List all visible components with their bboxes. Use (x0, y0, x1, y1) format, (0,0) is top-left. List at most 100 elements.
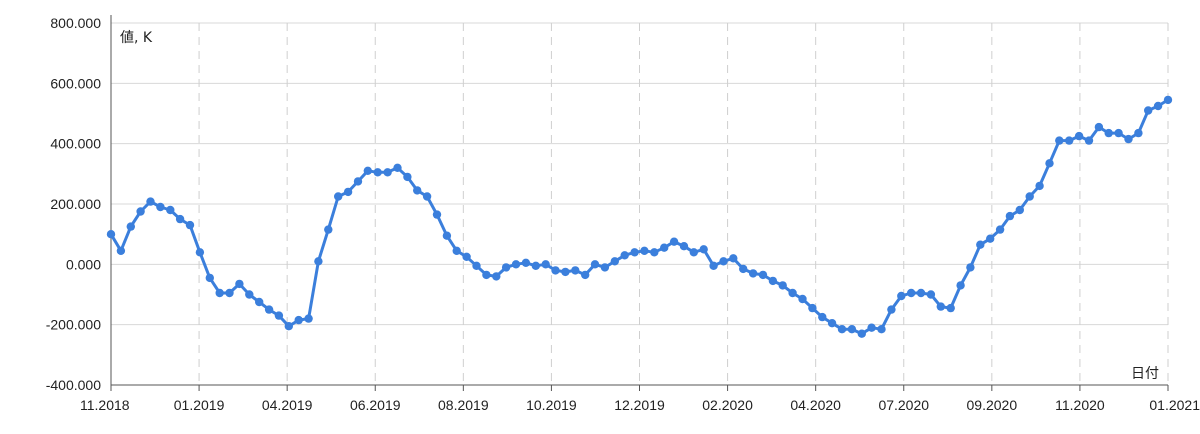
y-tick-label: 200.000 (50, 196, 101, 212)
data-point (136, 207, 145, 216)
data-point (284, 322, 293, 331)
data-point (926, 290, 936, 299)
data-point (818, 312, 827, 322)
y-tick-label: 400.000 (50, 136, 101, 152)
data-point (986, 234, 995, 243)
data-point (324, 225, 333, 234)
data-point (255, 297, 264, 307)
x-tick-label: 01.2019 (174, 397, 225, 413)
data-point (660, 243, 669, 252)
x-tick-label: 08.2019 (438, 397, 489, 413)
data-point (907, 288, 916, 298)
data-point (887, 305, 896, 314)
y-axis-label: 値, K (120, 30, 153, 46)
data-point (363, 166, 372, 175)
data-point (650, 248, 659, 257)
data-point (274, 311, 284, 320)
data-point (126, 222, 135, 231)
data-point (314, 257, 323, 266)
data-point (294, 315, 303, 325)
data-point (916, 288, 926, 298)
data-point (334, 192, 343, 201)
data-point (156, 202, 165, 212)
data-point (383, 168, 392, 177)
data-point (442, 231, 452, 240)
data-point (600, 263, 610, 272)
data-point (185, 220, 195, 230)
data-point (571, 266, 580, 275)
data-point (976, 240, 985, 249)
data-point (106, 230, 116, 239)
data-point (353, 177, 363, 186)
data-point (1153, 101, 1163, 111)
data-point (146, 197, 155, 206)
data-point (946, 303, 955, 313)
data-point (541, 260, 550, 269)
data-point (1124, 134, 1133, 144)
axes (110, 15, 1169, 391)
y-tick-label: 600.000 (50, 75, 101, 91)
y-tick-label: 800.000 (50, 15, 101, 31)
series-layer (106, 95, 1173, 338)
x-tick-label: 02.2020 (702, 397, 753, 413)
data-point (561, 267, 570, 277)
data-point (1144, 106, 1153, 115)
data-point (175, 214, 185, 224)
data-point (1134, 128, 1143, 138)
data-point (304, 314, 313, 323)
data-point (373, 168, 382, 177)
data-point (689, 248, 698, 257)
data-point (897, 291, 906, 301)
data-point (679, 242, 689, 251)
data-point (837, 325, 847, 334)
data-point (393, 163, 402, 172)
data-point (1065, 136, 1074, 145)
x-tick-label: 01.2021 (1149, 397, 1200, 413)
data-point (225, 288, 234, 298)
data-point (1025, 192, 1034, 201)
data-point (1074, 131, 1084, 141)
data-point (501, 263, 511, 272)
y-tick-label: -200.000 (46, 317, 101, 333)
data-point (551, 266, 560, 275)
data-point (768, 276, 778, 286)
data-point (936, 302, 945, 311)
data-point (590, 260, 600, 269)
data-point (808, 303, 817, 313)
data-point (1114, 128, 1123, 138)
x-axis-label: 日付 (1131, 366, 1159, 382)
data-point (1035, 181, 1044, 191)
data-point (521, 258, 531, 267)
data-point (245, 290, 254, 299)
data-point (748, 269, 758, 278)
x-tick-label: 07.2020 (878, 397, 929, 413)
data-point (403, 172, 412, 182)
x-tick-label: 04.2020 (790, 397, 841, 413)
data-point (857, 329, 866, 338)
data-point (452, 246, 461, 255)
x-tick-label: 06.2019 (350, 397, 401, 413)
data-point (462, 252, 471, 261)
data-point (422, 192, 432, 201)
x-tick-label: 04.2019 (262, 397, 313, 413)
data-point (729, 254, 738, 263)
data-point (482, 270, 491, 280)
y-tick-label: -400.000 (46, 377, 101, 393)
data-point (758, 270, 768, 280)
data-point (343, 187, 353, 197)
data-point (669, 237, 679, 246)
data-point (166, 205, 175, 215)
data-point (195, 248, 205, 257)
x-tick-label: 11.2020 (1055, 397, 1105, 413)
data-point (1163, 95, 1173, 105)
data-point (1005, 211, 1015, 221)
data-point (699, 245, 708, 254)
data-point (492, 272, 501, 281)
data-point (847, 325, 857, 334)
x-tick-label: 10.2019 (526, 397, 577, 413)
data-point (610, 257, 619, 266)
data-point (1015, 205, 1024, 215)
data-point (798, 294, 807, 304)
data-point (709, 261, 718, 270)
data-point (116, 246, 126, 255)
